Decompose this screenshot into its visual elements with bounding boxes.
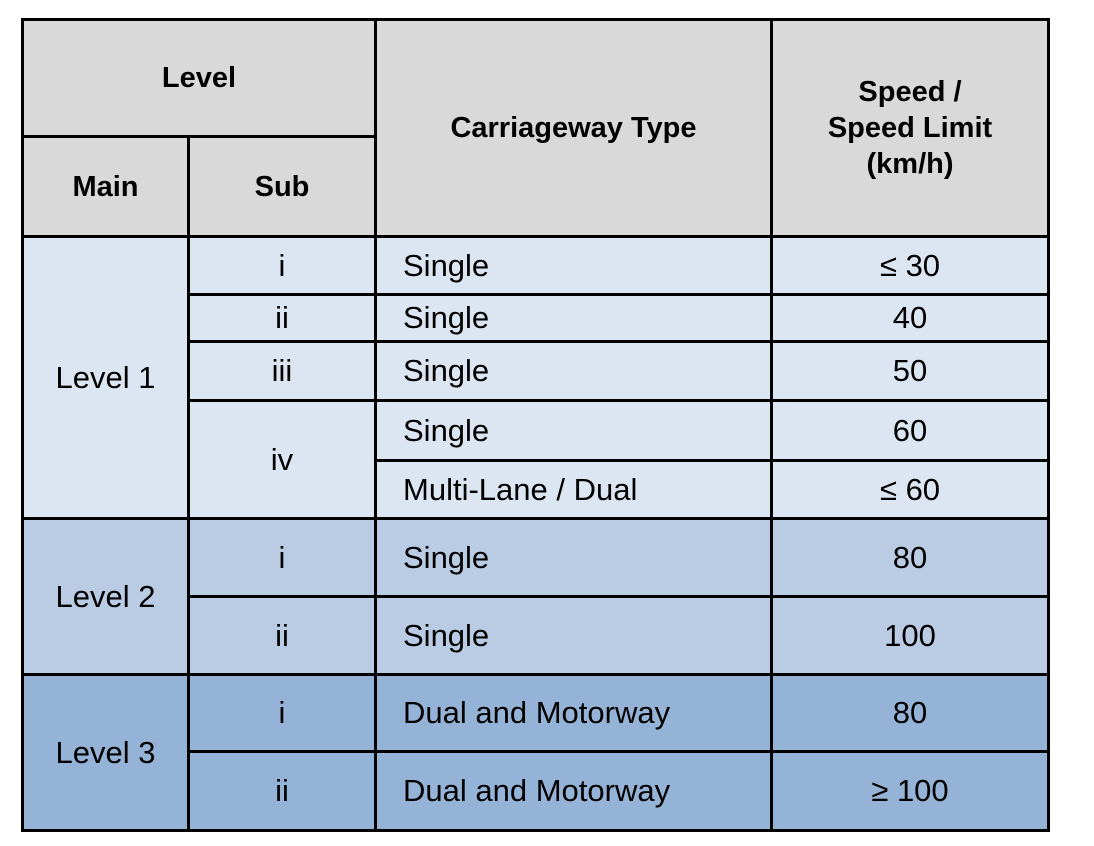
level-2-main: Level 2	[21, 517, 190, 676]
type-cell: Dual and Motorway	[374, 673, 773, 753]
header-speed: Speed / Speed Limit (km/h)	[770, 18, 1050, 238]
header-level: Level	[21, 18, 377, 138]
level-3-main: Level 3	[21, 673, 190, 832]
type-cell: Single	[374, 595, 773, 676]
road-level-table: Level Carriageway Type Speed / Speed Lim…	[21, 18, 1050, 832]
sub-cell: i	[187, 673, 377, 753]
type-cell: Multi-Lane / Dual	[374, 459, 773, 520]
type-cell: Dual and Motorway	[374, 750, 773, 832]
table-row: Level 2 i Single 80	[21, 517, 1050, 676]
table-row: ii Single 40	[22, 293, 1050, 343]
header-sub: Sub	[187, 135, 377, 238]
header-speed-line1: Speed /	[858, 76, 962, 108]
table-row: iii Single 50	[22, 340, 1050, 402]
header-speed-line2: Speed Limit	[827, 112, 993, 144]
sub-cell: ii	[187, 293, 377, 343]
type-cell: Single	[374, 399, 773, 462]
speed-cell: 40	[770, 293, 1050, 343]
type-cell: Single	[374, 235, 773, 296]
sub-cell: i	[187, 517, 377, 598]
speed-cell: ≤ 60	[770, 459, 1050, 520]
speed-cell: 100	[770, 595, 1050, 676]
table-row: Level 1 i Single ≤ 30	[21, 235, 1050, 520]
table-row: ii Single 100	[22, 595, 1050, 676]
speed-cell: 50	[770, 340, 1050, 402]
type-cell: Single	[374, 517, 773, 598]
sub-cell: i	[187, 235, 377, 296]
speed-cell: ≤ 30	[770, 235, 1050, 296]
sub-cell: ii	[187, 595, 377, 676]
header-main: Main	[21, 135, 190, 238]
header-speed-line3: (km/h)	[866, 148, 954, 180]
speed-cell: ≥ 100	[770, 750, 1050, 832]
sub-cell: iv	[187, 399, 377, 520]
table-row: iv Single 60	[22, 399, 1050, 520]
sub-cell: iii	[187, 340, 377, 402]
sub-cell: ii	[187, 750, 377, 832]
header-row-1: Level Carriageway Type Speed / Speed Lim…	[21, 18, 1050, 238]
table-row: ii Dual and Motorway ≥ 100	[22, 750, 1050, 832]
level-1-main: Level 1	[21, 235, 190, 520]
speed-cell: 60	[770, 399, 1050, 462]
table-row: Level 3 i Dual and Motorway 80	[21, 673, 1050, 832]
speed-cell: 80	[770, 673, 1050, 753]
header-row-2: Main Sub	[21, 135, 1049, 238]
type-cell: Single	[374, 340, 773, 402]
header-carriageway-type: Carriageway Type	[374, 18, 773, 238]
type-cell: Single	[374, 293, 773, 343]
speed-cell: 80	[770, 517, 1050, 598]
